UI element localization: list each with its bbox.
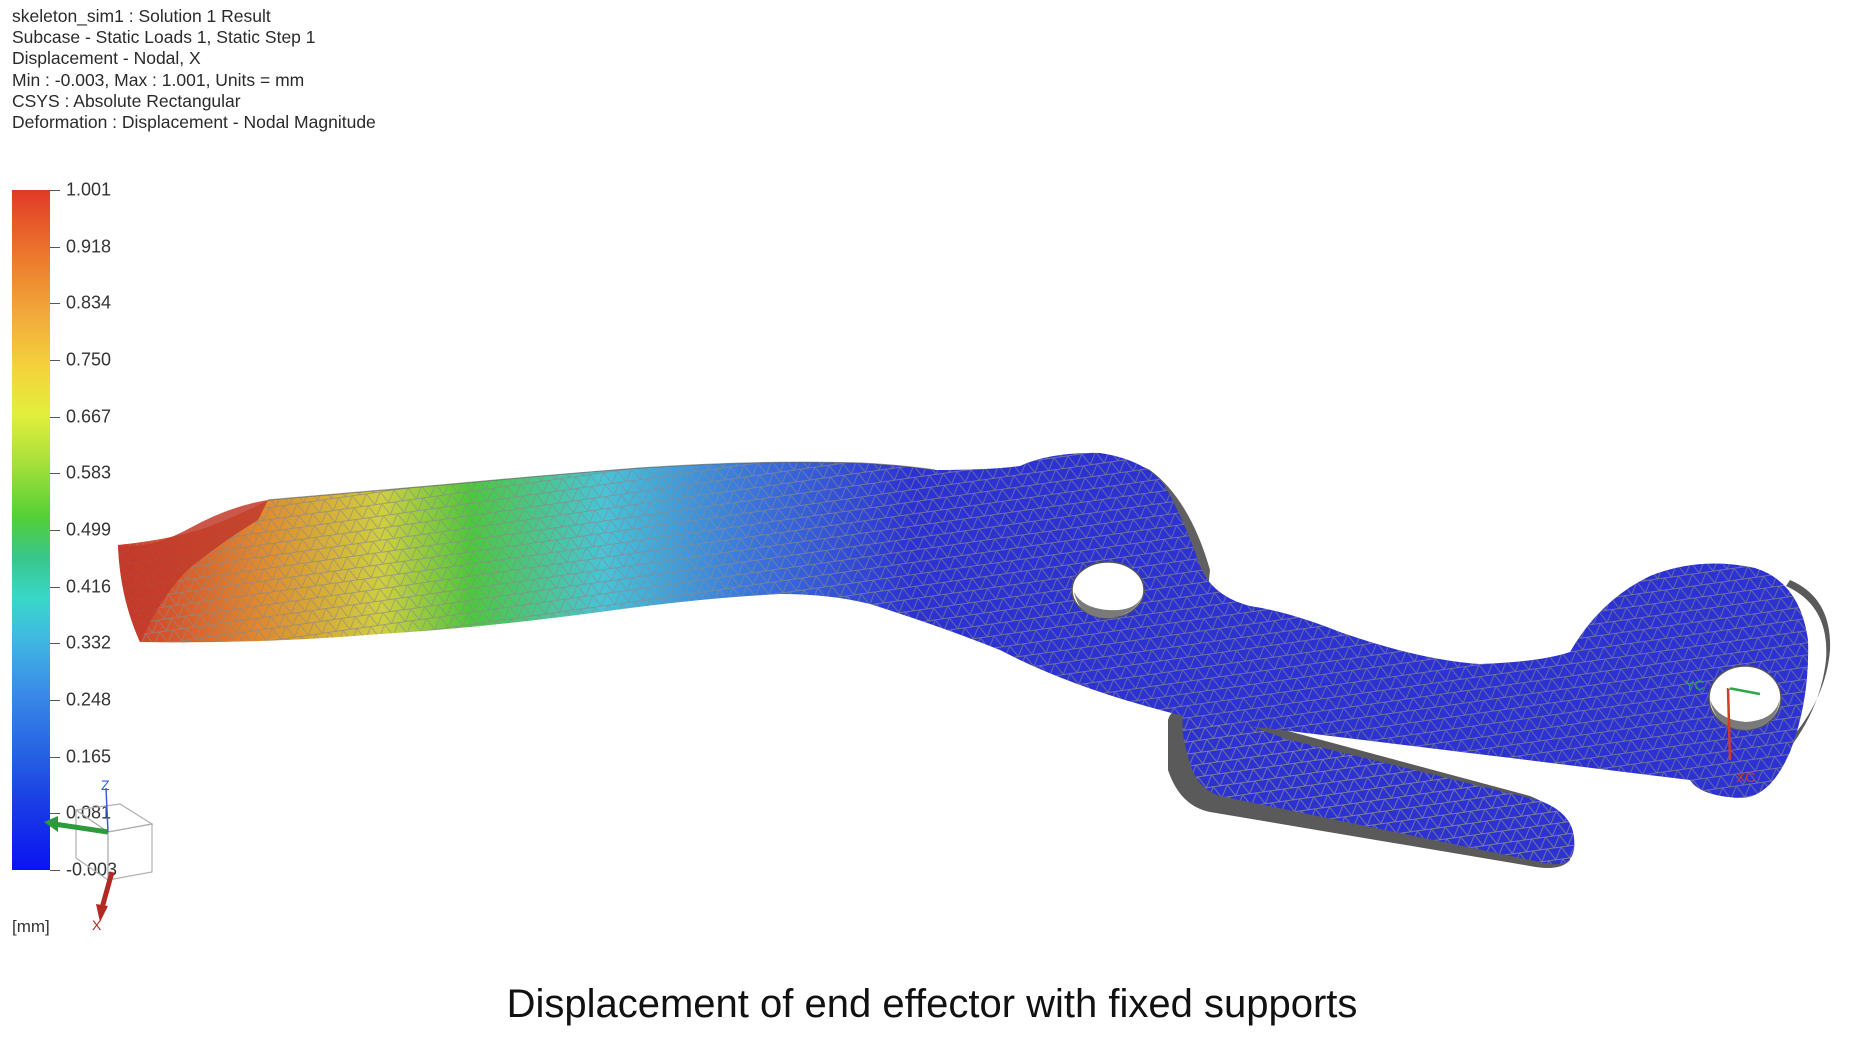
legend-tick-label: 0.583 <box>66 462 112 483</box>
z-axis-label: Z <box>101 780 110 793</box>
legend-tick-label: 0.165 <box>66 746 112 767</box>
fem-model-viewport[interactable]: YC XC <box>0 0 1864 960</box>
arm-top-edge <box>267 461 936 501</box>
result-info-header: skeleton_sim1 : Solution 1 Result Subcas… <box>12 6 376 133</box>
wcs-triad: YC XC <box>1685 671 1761 785</box>
legend-tick-label: 0.081 <box>66 802 112 823</box>
header-line-subcase: Subcase - Static Loads 1, Static Step 1 <box>12 27 316 48</box>
legend-tick-mark <box>50 246 60 248</box>
legend-tick-mark <box>50 813 60 815</box>
legend-tick-mark <box>50 756 60 758</box>
legend-tick-label: 0.248 <box>66 689 112 710</box>
legend-tick-mark <box>50 643 60 645</box>
legend-tick-label: -0.003 <box>66 859 118 880</box>
y-axis-arrowhead <box>44 816 58 832</box>
legend-units-label: [mm] <box>12 917 50 936</box>
legend-tick-mark <box>50 473 60 475</box>
header-line-min-max: Min : -0.003, Max : 1.001, Units = mm <box>12 69 305 90</box>
legend-tick-mark <box>50 303 60 305</box>
pivot-hole-left <box>1071 561 1145 619</box>
legend-tick-mark <box>50 360 60 361</box>
legend-tick-label: 0.499 <box>66 519 112 540</box>
legend-tick-label: 0.750 <box>66 349 112 370</box>
x-axis-label: X <box>92 917 102 933</box>
wcs-xc-label: XC <box>1736 769 1755 785</box>
header-line-result-type: Displacement - Nodal, X <box>12 48 201 69</box>
arm-tip-end-face <box>118 500 268 642</box>
header-line-deformation: Deformation : Displacement - Nodal Magni… <box>12 112 376 133</box>
z-axis-arrow <box>105 787 109 833</box>
figure-caption: Displacement of end effector with fixed … <box>506 982 1358 1026</box>
legend-tick-label: 0.918 <box>66 236 112 257</box>
legend-tick-label: 1.001 <box>66 179 112 200</box>
y-axis-arrow <box>53 821 109 835</box>
legend-tick-mark <box>50 586 60 588</box>
view-orientation-triad[interactable]: Z X <box>40 780 180 940</box>
wcs-yc-label: YC <box>1685 677 1704 693</box>
header-line-title: skeleton_sim1 : Solution 1 Result <box>12 6 271 26</box>
legend-tick-label: 0.834 <box>66 292 112 313</box>
legend-tick-mark <box>50 190 60 191</box>
legend-tick-mark <box>50 416 60 418</box>
legend-tick-label: 0.416 <box>66 576 112 597</box>
color-legend-bar <box>12 190 50 870</box>
x-axis-arrowhead <box>96 904 108 922</box>
legend-tick-mark <box>50 870 60 871</box>
legend-tick-mark <box>50 530 60 531</box>
pivot-hole-right <box>1708 665 1782 731</box>
x-axis-arrow <box>99 871 115 909</box>
legend-tick-label: 0.667 <box>66 406 112 427</box>
legend-tick-label: 0.332 <box>66 632 112 653</box>
header-line-csys: CSYS : Absolute Rectangular <box>12 90 241 111</box>
legend-tick-mark <box>50 700 60 701</box>
